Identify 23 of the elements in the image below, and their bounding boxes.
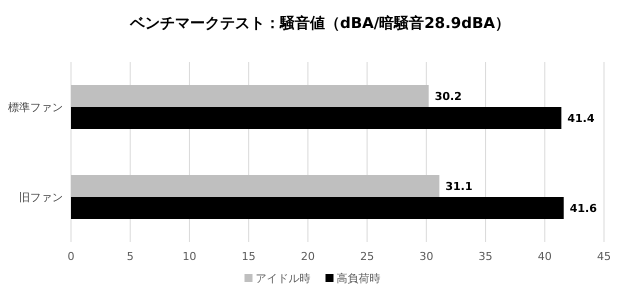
y-tick-label: 標準ファン [8,101,63,114]
data-label: 41.4 [567,112,595,125]
data-label: 41.6 [570,202,598,215]
x-tick-label: 30 [419,250,434,263]
x-tick-label: 35 [478,250,493,263]
data-label: 30.2 [434,90,462,103]
bar [71,197,564,219]
x-tick-label: 0 [68,250,74,263]
legend-label: 高負荷時 [336,272,380,285]
x-tick-label: 15 [242,250,256,263]
data-label: 31.1 [445,180,473,193]
bar [71,85,429,107]
x-tick-label: 20 [300,250,315,263]
x-tick-label: 5 [126,250,134,263]
chart-title: ベンチマークテスト：騒音値（dBA/暗騒音28.9dBA） [128,14,510,32]
x-tick-label: 25 [360,250,374,263]
x-tick-label: 40 [538,250,552,263]
x-tick-label: 45 [597,250,611,263]
bar [71,107,562,129]
y-tick-label: 旧ファン [19,191,63,204]
legend-label: アイドル時 [256,272,310,285]
x-tick-label: 10 [182,250,196,263]
bar [71,175,440,197]
